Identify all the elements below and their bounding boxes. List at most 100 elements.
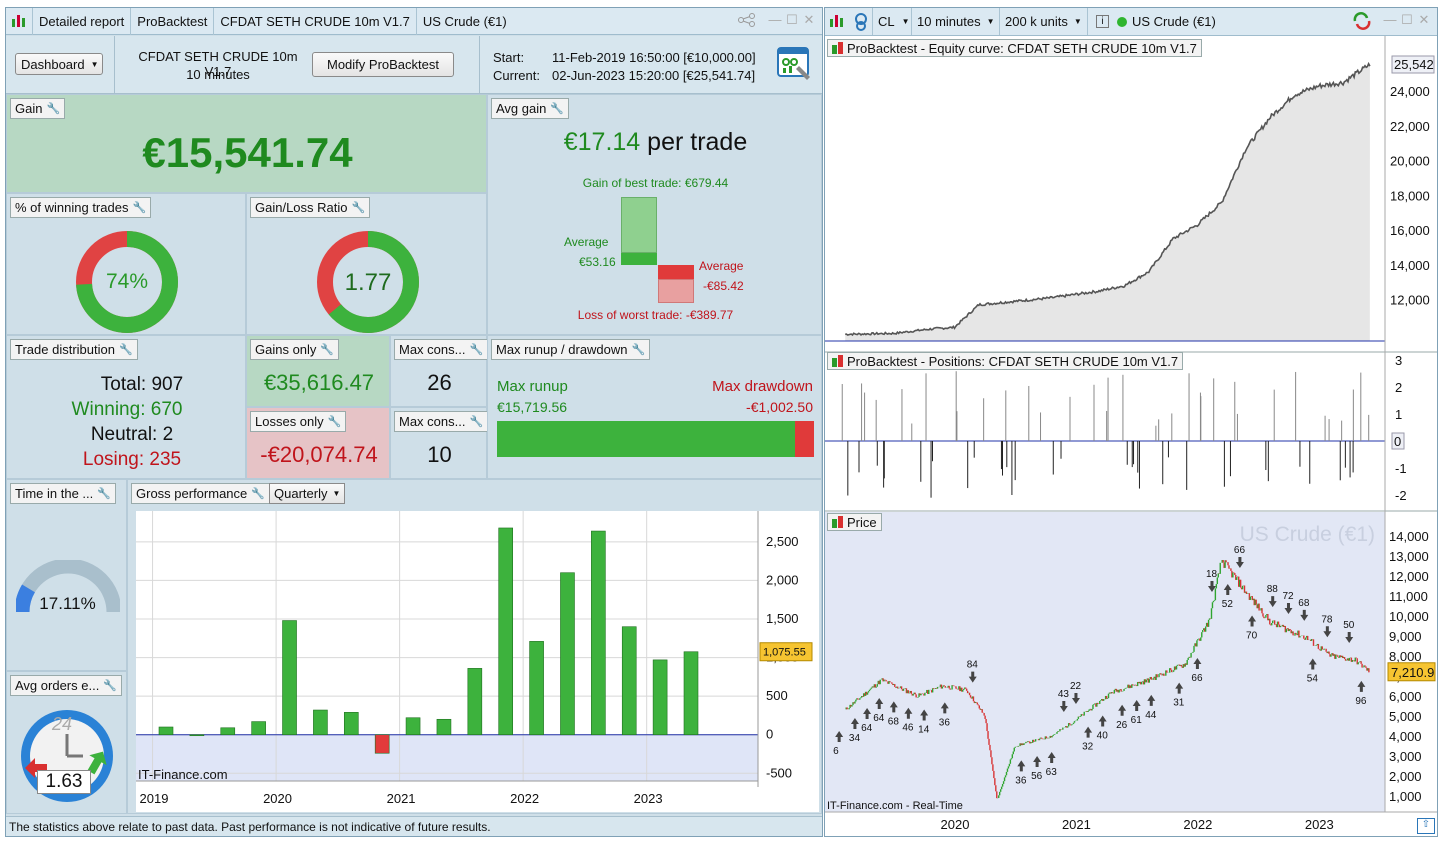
dashboard-dropdown[interactable]: Dashboard ▼ — [15, 53, 103, 75]
gross-performance-chart: 2,5002,0001,5001,0005000-500201920202021… — [136, 511, 819, 812]
share-icon[interactable] — [736, 13, 758, 27]
gain-loss-title[interactable]: Gain/Loss Ratio 🔧 — [250, 197, 371, 218]
time-in-market-gauge — [16, 560, 120, 613]
gain-title[interactable]: Gain 🔧 — [10, 98, 66, 119]
x-tick-label: 2023 — [1305, 817, 1334, 832]
timeframe-dropdown[interactable]: 10 minutes ▼ — [911, 8, 999, 35]
wrench-icon[interactable]: 🔧 — [351, 202, 366, 214]
report-settings-icon[interactable] — [777, 46, 813, 82]
gross-performance-title[interactable]: Gross performance 🔧 — [131, 483, 270, 504]
positions-title[interactable]: ProBacktest - Positions: CFDAT SETH CRUD… — [827, 352, 1184, 370]
buy-arrow-icon — [1308, 658, 1317, 670]
trade-distribution-title[interactable]: Trade distribution 🔧 — [10, 339, 138, 360]
equity-curve-title[interactable]: ProBacktest - Equity curve: CFDAT SETH C… — [827, 39, 1202, 57]
y-tick-label: 12,000 — [1390, 293, 1430, 308]
sell-arrow-icon — [1207, 581, 1216, 592]
gains-only-title[interactable]: Gains only 🔧 — [250, 339, 340, 360]
units-dropdown[interactable]: 200 k units ▼ — [999, 8, 1087, 35]
avg-gain-value: €17.14 — [563, 128, 641, 156]
avg-gain-title[interactable]: Avg gain 🔧 — [491, 98, 570, 119]
max-cons-wins-panel: Max cons... 🔧 26 — [390, 335, 489, 407]
runup-drawdown-title[interactable]: Max runup / drawdown 🔧 — [491, 339, 651, 360]
buy-marker-label: 6 — [833, 746, 839, 757]
wrench-icon[interactable]: 🔧 — [97, 488, 111, 500]
wrench-icon[interactable]: 🔧 — [327, 416, 342, 428]
sell-marker-label: 84 — [967, 660, 979, 671]
gross-performance-panel: Gross performance 🔧 Quarterly ▼ 2,500 2,00… — [127, 479, 822, 814]
tab-system-name[interactable]: CFDAT SETH CRUDE 10m V1.7 — [214, 7, 417, 35]
y-tick-label: 9,000 — [1389, 629, 1422, 644]
performance-bar — [158, 726, 174, 736]
wrench-icon[interactable]: 🔧 — [46, 103, 61, 115]
wrench-icon[interactable]: 🔧 — [118, 344, 133, 356]
performance-bar — [498, 527, 514, 736]
wrench-icon[interactable]: 🔧 — [550, 103, 565, 115]
chevron-down-icon: ▼ — [1073, 17, 1082, 26]
sell-marker-label: 66 — [1234, 545, 1246, 556]
minimize-icon[interactable]: — — [1383, 12, 1397, 27]
tab-probacktest[interactable]: ProBacktest — [131, 7, 215, 35]
y-tick-label: 500 — [766, 688, 788, 703]
buy-marker-label: 56 — [1031, 771, 1043, 782]
sell-arrow-icon — [1345, 632, 1354, 643]
avg-orders-title[interactable]: Avg orders e... 🔧 — [10, 675, 123, 696]
y-tick-label: 16,000 — [1390, 223, 1430, 238]
performance-bar — [529, 641, 544, 736]
buy-arrow-icon — [1084, 726, 1093, 738]
current-value-tag — [759, 642, 813, 662]
max-cons-wins-title[interactable]: Max cons... 🔧 — [394, 339, 489, 360]
clock-label: 24 — [52, 714, 73, 734]
performance-bar — [343, 712, 359, 736]
tab-detailed-report[interactable]: Detailed report — [33, 7, 132, 35]
scroll-to-end-icon[interactable]: ⇧ — [1417, 818, 1435, 834]
buy-arrow-icon — [850, 718, 859, 729]
current-price-tag — [1387, 662, 1436, 682]
performance-bar — [189, 734, 205, 737]
time-in-market-title[interactable]: Time in the ... 🔧 — [10, 483, 116, 504]
price-charts: 24,00022,00020,00018,00016,00014,00012,0… — [825, 36, 1437, 832]
maximize-icon[interactable]: ☐ — [786, 12, 798, 27]
sell-marker-label: 18 — [1206, 569, 1218, 580]
instrument-name: US Crude (€1) — [1132, 14, 1216, 29]
wrench-icon[interactable]: 🔧 — [631, 344, 646, 356]
close-icon[interactable]: ✕ — [1418, 12, 1430, 27]
runup-drawdown-panel: Max runup / drawdown 🔧 Max runup €15,719.… — [487, 335, 822, 479]
buy-marker-label: 54 — [1307, 674, 1319, 685]
buy-arrow-icon — [1193, 658, 1202, 669]
y-tick-label: 24,000 — [1390, 84, 1430, 99]
avg-orders-panel: Avg orders e... 🔧 24 1.63 — [6, 671, 127, 814]
minimize-icon[interactable]: — — [768, 12, 782, 27]
modify-probacktest-button[interactable]: Modify ProBacktest — [312, 52, 454, 77]
link-icon[interactable] — [853, 12, 869, 32]
price-title[interactable]: Price — [827, 513, 882, 531]
winning-trades-title[interactable]: % of winning trades 🔧 — [10, 197, 152, 218]
wrench-icon[interactable]: 🔧 — [103, 680, 118, 692]
wrench-icon[interactable]: 🔧 — [320, 344, 335, 356]
refresh-icon[interactable] — [1352, 12, 1372, 30]
wrench-icon[interactable]: 🔧 — [251, 488, 265, 500]
wrench-icon[interactable]: 🔧 — [469, 416, 484, 428]
losses-only-title[interactable]: Losses only 🔧 — [250, 411, 347, 432]
x-tick-label: 2022 — [510, 791, 539, 806]
status-dot-icon — [1117, 16, 1127, 27]
buy-arrow-icon — [863, 708, 872, 719]
maximize-icon[interactable]: ☐ — [1401, 12, 1413, 27]
wrench-icon[interactable]: 🔧 — [132, 202, 147, 214]
close-icon[interactable]: ✕ — [803, 12, 815, 27]
current-position-label: 0 — [1394, 434, 1401, 449]
max-cons-losses-title[interactable]: Max cons... 🔧 — [394, 411, 489, 432]
period-dropdown[interactable]: Quarterly ▼ — [269, 483, 345, 504]
info-icon[interactable]: i — [1096, 15, 1109, 28]
tab-instrument[interactable]: US Crude (€1) — [422, 13, 507, 29]
sell-arrow-icon — [1268, 596, 1277, 608]
buy-arrow-icon — [1017, 760, 1026, 772]
gain-loss-donut — [317, 231, 419, 333]
avg-gain-panel: Avg gain 🔧 €17.14 per trade Gain of best … — [487, 94, 822, 335]
symbol-dropdown[interactable]: CL ▼ — [872, 8, 910, 35]
instrument-watermark: US Crude (€1) — [1240, 523, 1375, 546]
wrench-icon[interactable]: 🔧 — [469, 344, 484, 356]
buy-marker-label: 26 — [1116, 720, 1128, 731]
instrument-info[interactable]: i US Crude (€1) — [1087, 8, 1216, 35]
y-tick-label: 2,000 — [766, 572, 799, 587]
worst-trade: Loss of worst trade: -€389.77 — [577, 308, 734, 322]
